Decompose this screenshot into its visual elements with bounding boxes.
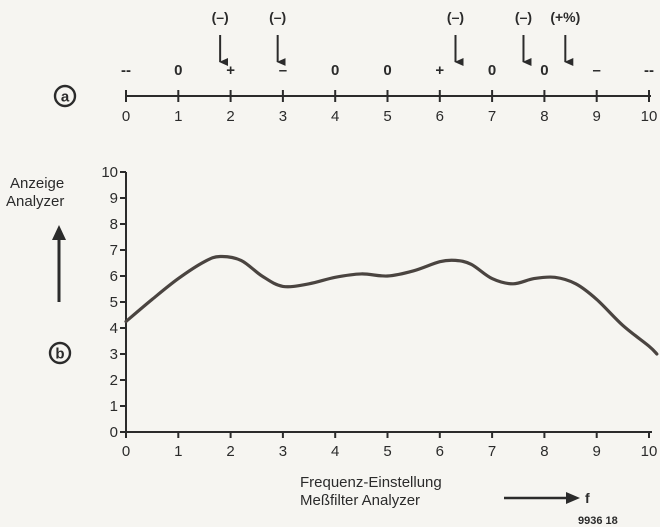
panel-a-sign: 0 bbox=[383, 62, 391, 79]
panel-a-tick-label: 9 bbox=[593, 108, 601, 125]
y-tick-label: 7 bbox=[110, 242, 118, 259]
panel-a-sign: – bbox=[279, 62, 287, 79]
x-tick-label: 10 bbox=[641, 443, 658, 460]
panel-a-marker-label: (+%) bbox=[550, 9, 580, 25]
panel-a-marker-label: (–) bbox=[447, 9, 464, 25]
panel-a-tick-label: 2 bbox=[226, 108, 234, 125]
panel-a-sign: -- bbox=[644, 62, 654, 79]
panel-a-marker-label: (–) bbox=[212, 9, 229, 25]
up-arrow-head-icon bbox=[52, 225, 66, 240]
x-tick-label: 9 bbox=[593, 443, 601, 460]
x-tick-label: 7 bbox=[488, 443, 496, 460]
panel-a-marker-label: (–) bbox=[515, 9, 532, 25]
panel-a: a 0 1 2 3 4 5 6 7 8 9 10 -- 0 + –0 0 +0 0– -- (–) (–) (–) (–… bbox=[53, 9, 658, 125]
y-tick-label: 4 bbox=[110, 320, 118, 337]
panel-b: Anzeige Analyzer b 0 1 2 3 4 5 6 7 8 9 10 0 1 2 3 4 5 6 7… bbox=[6, 164, 659, 527]
x-tick-label: 0 bbox=[122, 443, 130, 460]
y-tick-label: 1 bbox=[110, 398, 118, 415]
y-tick-label: 10 bbox=[101, 164, 118, 181]
y-axis-title-line2: Analyzer bbox=[6, 193, 64, 210]
y-tick-label: 3 bbox=[110, 346, 118, 363]
y-tick-label: 6 bbox=[110, 268, 118, 285]
panel-a-sign: 0 bbox=[331, 62, 339, 79]
panel-a-ticks: 0 1 2 3 4 5 6 7 8 9 10 bbox=[122, 90, 658, 125]
panel-a-sign: 0 bbox=[174, 62, 182, 79]
figure-id: 9936 18 bbox=[578, 515, 618, 527]
panel-a-badge-circle bbox=[53, 84, 77, 108]
right-arrow-icon bbox=[566, 492, 580, 504]
panel-b-label: b bbox=[55, 346, 64, 363]
y-axis-ticks: 0 1 2 3 4 5 6 7 8 9 10 bbox=[101, 164, 126, 441]
y-tick-label: 2 bbox=[110, 372, 118, 389]
panel-a-tick-label: 8 bbox=[540, 108, 548, 125]
panel-a-tick-label: 4 bbox=[331, 108, 339, 125]
x-tick-label: 8 bbox=[540, 443, 548, 460]
panel-a-marker-label: (–) bbox=[269, 9, 286, 25]
x-tick-label: 5 bbox=[383, 443, 391, 460]
x-tick-label: 2 bbox=[226, 443, 234, 460]
panel-a-signs: -- 0 + – 0 0 +0 0 – -- bbox=[121, 62, 654, 79]
panel-a-sign: -- bbox=[121, 62, 131, 79]
f-label: f bbox=[585, 490, 590, 506]
x-axis-title-line1: Frequenz-Einstellung bbox=[300, 474, 442, 491]
panel-a-tick-label: 3 bbox=[279, 108, 287, 125]
series-line bbox=[124, 254, 659, 356]
x-tick-label: 1 bbox=[174, 443, 182, 460]
y-tick-label: 8 bbox=[110, 216, 118, 233]
panel-a-tick-label: 10 bbox=[641, 108, 658, 125]
panel-a-tick-label: 5 bbox=[383, 108, 391, 125]
panel-a-markers: (–) (–) (–) (–) (+%) bbox=[212, 9, 580, 66]
y-axis-title-line1: Anzeige bbox=[10, 175, 64, 192]
panel-b-badge-circle bbox=[48, 341, 72, 365]
panel-a-tick-label: 6 bbox=[436, 108, 444, 125]
x-axis-title-line2: Meßfilter Analyzer bbox=[300, 492, 420, 509]
x-tick-label: 4 bbox=[331, 443, 339, 460]
x-axis-ticks: 0 1 2 3 4 5 6 7 8 9 10 bbox=[122, 432, 658, 460]
panel-a-sign: 0 bbox=[540, 62, 548, 79]
panel-a-tick-label: 0 bbox=[122, 108, 130, 125]
y-tick-label: 9 bbox=[110, 190, 118, 207]
panel-a-sign: 0 bbox=[488, 62, 496, 79]
panel-a-sign: + bbox=[226, 62, 235, 79]
x-tick-label: 3 bbox=[279, 443, 287, 460]
panel-a-sign: – bbox=[593, 62, 601, 79]
y-tick-label: 0 bbox=[110, 424, 118, 441]
panel-a-tick-label: 1 bbox=[174, 108, 182, 125]
panel-a-sign: + bbox=[435, 62, 444, 79]
x-tick-label: 6 bbox=[436, 443, 444, 460]
panel-a-label: a bbox=[61, 89, 70, 106]
panel-a-tick-label: 7 bbox=[488, 108, 496, 125]
y-tick-label: 5 bbox=[110, 294, 118, 311]
